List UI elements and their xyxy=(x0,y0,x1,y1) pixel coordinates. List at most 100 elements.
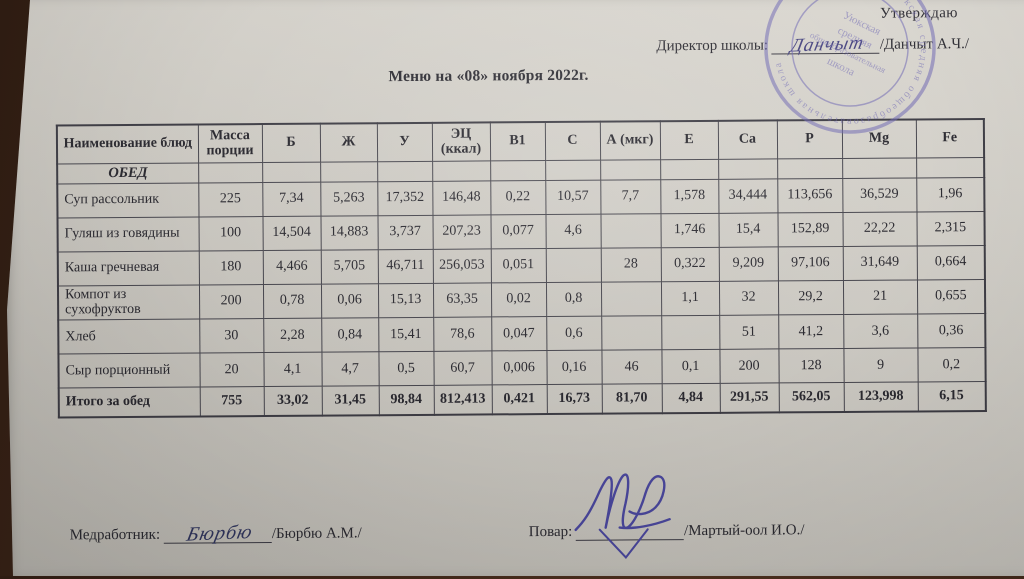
value-cell: 22,22 xyxy=(842,211,917,246)
value-cell xyxy=(660,158,719,180)
medworker-label: Медработник: xyxy=(69,526,161,544)
cook-signature-row: Повар: /Мартый-оол И.О./ xyxy=(528,473,805,560)
value-cell: 2,28 xyxy=(263,317,322,353)
value-cell: 0,36 xyxy=(917,313,986,348)
value-cell xyxy=(661,315,720,350)
dish-name-cell: Гуляш из говядины xyxy=(57,216,199,252)
value-cell: 9,209 xyxy=(718,246,778,281)
value-cell: 755 xyxy=(199,386,264,417)
value-cell: 113,656 xyxy=(777,177,843,213)
value-cell: 78,6 xyxy=(433,316,492,352)
value-cell: 0,16 xyxy=(546,350,602,385)
value-cell: 36,529 xyxy=(842,177,917,212)
value-cell xyxy=(600,281,662,317)
column-header: Ж xyxy=(319,123,378,162)
value-cell xyxy=(545,159,601,181)
dish-name-cell: Каша гречневая xyxy=(57,250,199,286)
value-cell: 1,96 xyxy=(916,176,985,212)
value-cell xyxy=(490,160,546,181)
value-cell: 1,578 xyxy=(660,178,719,214)
value-cell: 16,73 xyxy=(546,384,602,415)
medworker-name: /Бюрбю А.М./ xyxy=(271,525,362,542)
column-header: ЭЦ (ккал) xyxy=(431,122,491,161)
value-cell xyxy=(320,161,378,182)
value-cell: 128 xyxy=(778,348,844,383)
column-header: В1 xyxy=(489,122,546,161)
value-cell: 97,106 xyxy=(777,245,843,281)
value-cell: 20 xyxy=(199,352,264,387)
value-cell: 4,84 xyxy=(661,383,720,414)
value-cell: 0,2 xyxy=(917,347,986,382)
menu-table-body: ОБЕД Суп рассольник 225 7,34 5,263 17,352 146,… xyxy=(57,156,986,418)
value-cell xyxy=(377,160,433,182)
medworker-signature-line: Бюрбю xyxy=(163,521,272,546)
value-cell: 0,02 xyxy=(490,282,547,317)
cook-label: Повар: xyxy=(528,523,573,541)
value-cell: 17,352 xyxy=(377,180,433,216)
value-cell: 98,84 xyxy=(378,385,434,416)
value-cell: 0,655 xyxy=(916,278,986,314)
dish-name-cell: Суп рассольник xyxy=(57,182,199,218)
value-cell: 7,34 xyxy=(262,181,321,217)
value-cell: 4,1 xyxy=(263,351,322,387)
value-cell xyxy=(600,159,661,180)
value-cell: 4,7 xyxy=(321,351,379,386)
dish-name-cell: Компот из сухофруктов xyxy=(57,284,200,320)
value-cell: 152,89 xyxy=(777,211,843,247)
column-header: А (мкг) xyxy=(599,121,661,160)
value-cell: 0,78 xyxy=(262,283,322,319)
value-cell: 3,737 xyxy=(377,214,433,250)
value-cell: 0,22 xyxy=(490,180,546,215)
value-cell: 33,02 xyxy=(263,385,322,417)
column-header: У xyxy=(376,122,433,162)
value-cell: 0,8 xyxy=(545,281,602,317)
dish-name-cell: Хлеб xyxy=(58,318,200,354)
value-cell: 32 xyxy=(718,280,779,316)
medworker-handwritten-signature: Бюрбю xyxy=(184,520,256,546)
value-cell xyxy=(601,315,662,351)
value-cell: 1,746 xyxy=(660,212,719,248)
value-cell: 5,263 xyxy=(320,181,378,216)
value-cell: 123,998 xyxy=(843,381,918,413)
value-cell: 5,705 xyxy=(320,249,378,284)
value-cell: 0,421 xyxy=(491,384,547,415)
value-cell: 0,664 xyxy=(916,244,985,280)
value-cell: 146,48 xyxy=(432,180,491,215)
dish-name-cell: ОБЕД xyxy=(57,162,199,184)
total-row: Итого за обед 755 33,02 31,45 98,84 812,413 0,… xyxy=(58,381,986,418)
school-round-stamp: • МБОУ • Уюкская средняя общеобразовател… xyxy=(754,0,946,144)
value-cell xyxy=(198,162,263,183)
value-cell: 100 xyxy=(198,216,263,251)
value-cell: 31,649 xyxy=(842,245,917,280)
value-cell: 4,466 xyxy=(262,249,321,285)
value-cell: 15,41 xyxy=(378,317,434,352)
value-cell: 4,6 xyxy=(545,213,601,249)
value-cell: 2,315 xyxy=(916,210,985,246)
value-cell: 63,35 xyxy=(432,282,492,318)
cook-signature-line xyxy=(574,473,685,560)
value-cell: 0,322 xyxy=(660,246,719,282)
value-cell xyxy=(432,160,491,181)
value-cell: 0,6 xyxy=(546,316,602,351)
value-cell: 28 xyxy=(600,247,661,282)
value-cell: 14,883 xyxy=(320,215,378,250)
medworker-signature-row: Медработник: Бюрбю/Бюрбю А.М./ xyxy=(69,521,362,546)
column-header: Масса порции xyxy=(197,124,263,163)
column-header: С xyxy=(544,121,601,161)
value-cell: 51 xyxy=(719,314,779,350)
value-cell: 9 xyxy=(843,347,918,383)
value-cell: 46 xyxy=(601,349,662,385)
value-cell: 81,70 xyxy=(601,383,662,415)
value-cell: 0,047 xyxy=(491,316,547,351)
value-cell xyxy=(600,213,661,248)
column-header: Б xyxy=(261,123,321,163)
dish-name-cell: Сыр порционный xyxy=(58,352,200,388)
cook-name: /Мартый-оол И.О./ xyxy=(683,522,805,540)
value-cell xyxy=(842,157,917,178)
value-cell: 207,23 xyxy=(432,214,491,249)
dish-name-cell: Итого за обед xyxy=(58,386,200,418)
value-cell: 41,2 xyxy=(778,314,844,349)
value-cell: 14,504 xyxy=(262,215,321,251)
